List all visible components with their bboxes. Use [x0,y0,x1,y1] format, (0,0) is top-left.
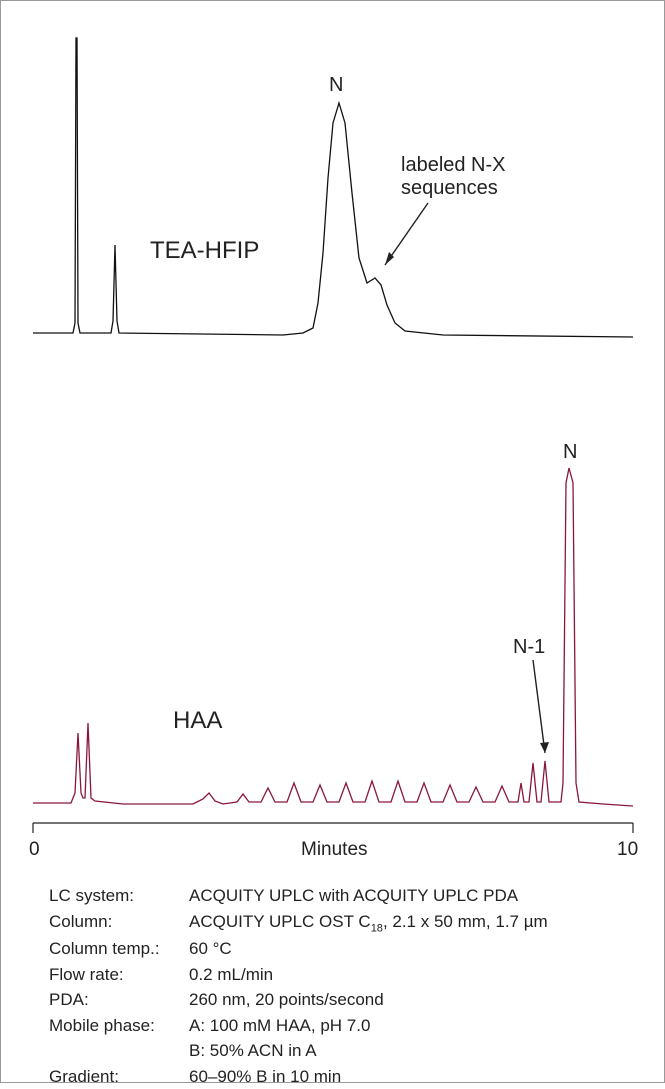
bottom-peak-n-label: N [563,441,577,463]
x-axis-min: 0 [29,839,40,860]
param-row-column-temp: Column temp.: 60 °C [49,936,642,962]
param-key: LC system: [49,883,189,909]
column-value-pre: ACQUITY UPLC OST C [189,912,371,931]
bottom-n1-arrow [533,660,545,753]
top-peak-n-label: N [329,74,343,96]
figure-page: TEA-HFIP N labeled N-X sequences HAA N N… [0,0,665,1083]
chart-svg: TEA-HFIP N labeled N-X sequences HAA N N… [23,23,643,863]
param-key [49,1038,189,1064]
parameters-table: LC system: ACQUITY UPLC with ACQUITY UPL… [23,883,642,1089]
param-value: A: 100 mM HAA, pH 7.0 [189,1013,642,1039]
param-row-lc-system: LC system: ACQUITY UPLC with ACQUITY UPL… [49,883,642,909]
param-row-mobile-phase-b: B: 50% ACN in A [49,1038,642,1064]
param-key: Mobile phase: [49,1013,189,1039]
param-key: Column: [49,909,189,937]
param-row-pda: PDA: 260 nm, 20 points/second [49,987,642,1013]
param-value: 0.2 mL/min [189,962,642,988]
top-shoulder-label-1: labeled N-X [401,154,506,176]
x-axis-label: Minutes [301,839,368,860]
param-key: PDA: [49,987,189,1013]
param-row-column: Column: ACQUITY UPLC OST C18, 2.1 x 50 m… [49,909,642,937]
param-key: Gradient: [49,1064,189,1089]
param-key: Column temp.: [49,936,189,962]
top-shoulder-label-2: sequences [401,177,498,199]
param-value: 260 nm, 20 points/second [189,987,642,1013]
column-value-post: , 2.1 x 50 mm, 1.7 µm [383,912,548,931]
param-value: 60 °C [189,936,642,962]
param-value: ACQUITY UPLC OST C18, 2.1 x 50 mm, 1.7 µ… [189,909,642,937]
chromatogram-chart: TEA-HFIP N labeled N-X sequences HAA N N… [23,23,642,863]
bottom-n1-label: N-1 [513,636,545,658]
param-row-mobile-phase: Mobile phase: A: 100 mM HAA, pH 7.0 [49,1013,642,1039]
trace-label-tea-hfip: TEA-HFIP [150,237,259,264]
param-value: B: 50% ACN in A [189,1038,642,1064]
param-value: 60–90% B in 10 min [189,1064,642,1089]
param-value: ACQUITY UPLC with ACQUITY UPLC PDA [189,883,642,909]
trace-label-haa: HAA [173,707,222,734]
param-row-flow-rate: Flow rate: 0.2 mL/min [49,962,642,988]
x-axis-max: 10 [617,839,638,860]
param-row-gradient: Gradient: 60–90% B in 10 min [49,1064,642,1089]
param-key: Flow rate: [49,962,189,988]
bottom-n1-arrowhead [540,742,549,753]
column-subscript: 18 [371,922,383,934]
